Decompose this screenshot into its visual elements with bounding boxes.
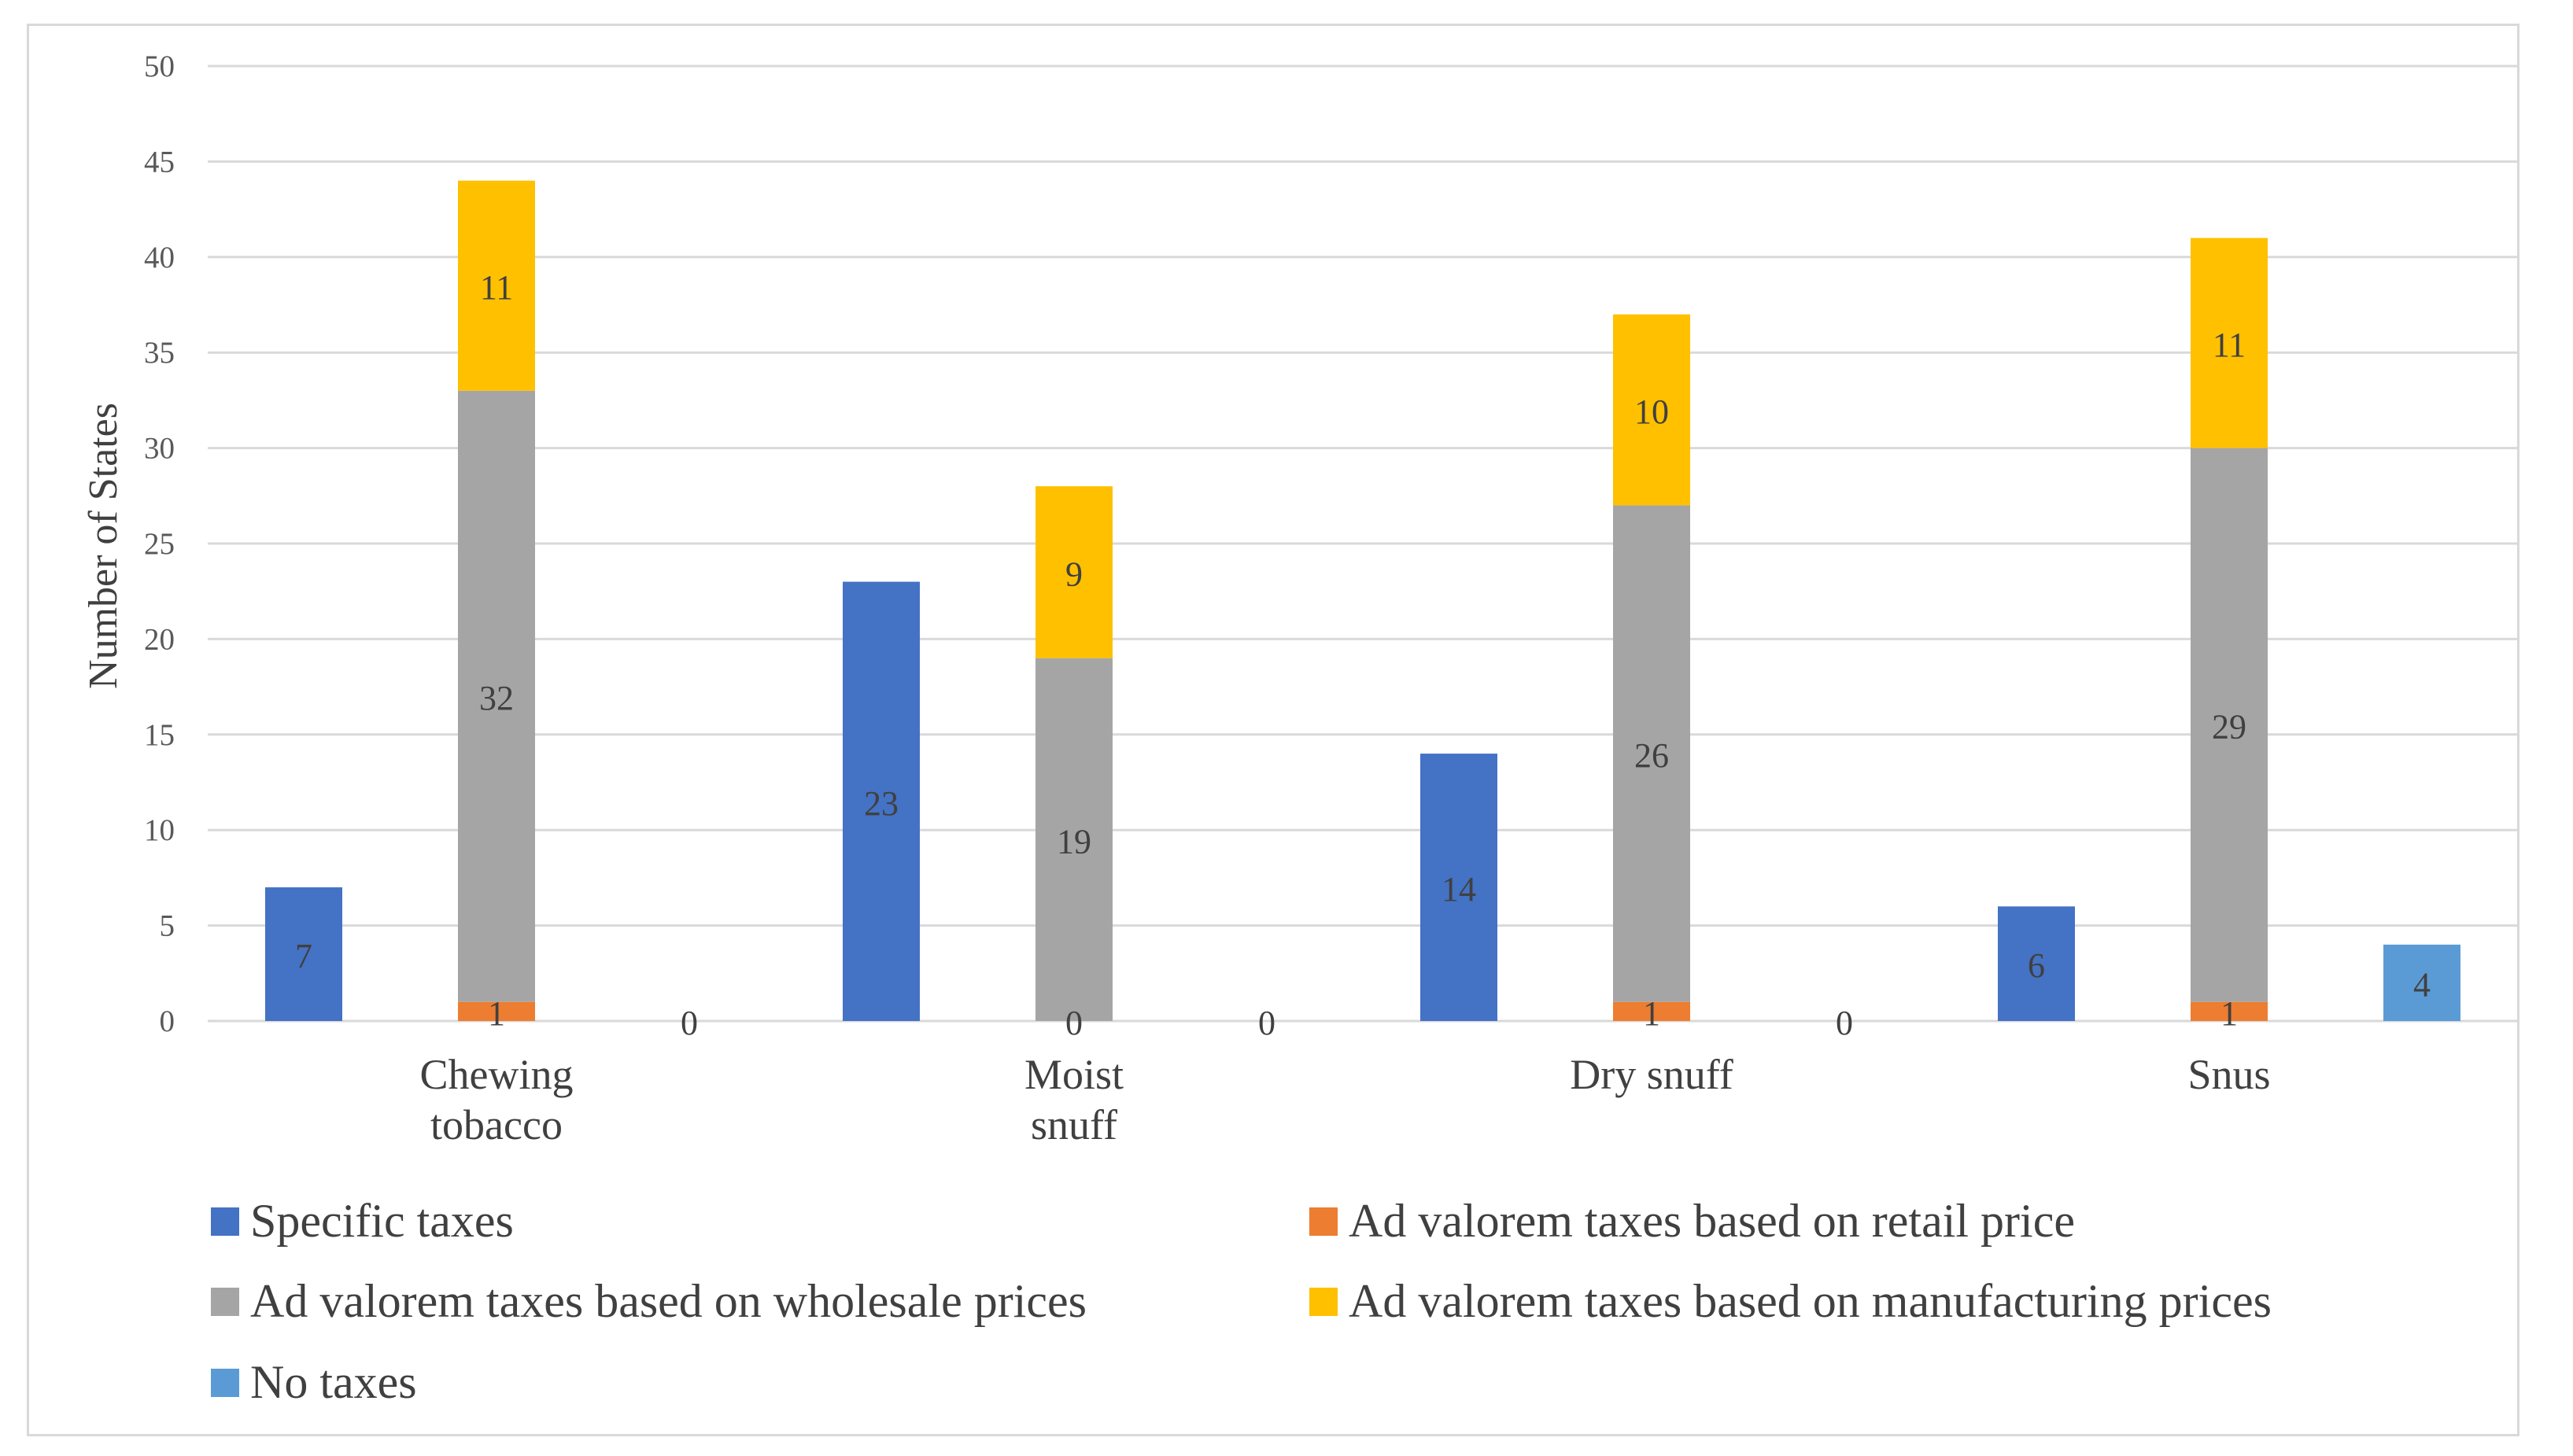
data-label-wholesale: 32 bbox=[479, 679, 514, 717]
data-label-retail: 1 bbox=[2220, 994, 2238, 1033]
x-tick-label: Snus bbox=[2187, 1051, 2270, 1098]
y-tick-label: 50 bbox=[144, 50, 175, 83]
bar-marks bbox=[265, 180, 2460, 1021]
data-label-manufacturing: 10 bbox=[1634, 393, 1669, 431]
y-tick-label: 30 bbox=[144, 432, 175, 466]
data-label-retail: 0 bbox=[1065, 1004, 1083, 1042]
gridlines bbox=[208, 65, 2518, 1023]
x-tick-label: Chewing bbox=[420, 1051, 574, 1098]
data-label-retail: 1 bbox=[1643, 994, 1660, 1033]
data-label-wholesale: 29 bbox=[2212, 708, 2246, 746]
data-label-specific: 7 bbox=[295, 937, 312, 975]
y-axis-tick-labels: 0 5 10 15 20 25 30 35 40 45 50 bbox=[144, 50, 175, 1038]
x-tick-label: Moist bbox=[1024, 1051, 1124, 1098]
x-tick-label: snuff bbox=[1031, 1101, 1117, 1148]
y-tick-label: 10 bbox=[144, 813, 175, 847]
bar-manufacturing bbox=[458, 180, 535, 391]
bar-specific bbox=[843, 581, 920, 1021]
bar-specific bbox=[1998, 906, 2075, 1021]
data-label-none: 0 bbox=[1258, 1004, 1275, 1042]
chart-frame bbox=[27, 24, 2519, 1436]
data-label-specific: 14 bbox=[1442, 870, 1476, 909]
y-tick-label: 15 bbox=[144, 718, 175, 752]
x-tick-label: Dry snuff bbox=[1570, 1051, 1733, 1098]
data-label-retail: 1 bbox=[488, 994, 505, 1033]
data-label-none: 0 bbox=[1836, 1004, 1853, 1042]
data-labels: 7 1 32 11 0 23 0 19 9 0 14 1 26 10 0 6 1 29 11 4 bbox=[295, 268, 2431, 1042]
y-axis-title: Number of States bbox=[81, 403, 126, 689]
bar-manufacturing bbox=[2191, 238, 2268, 448]
bar-retail bbox=[2191, 1001, 2268, 1021]
y-tick-label: 45 bbox=[144, 145, 175, 179]
bar-manufacturing bbox=[1035, 486, 1113, 658]
x-tick-label: tobacco bbox=[430, 1101, 563, 1148]
data-label-specific: 23 bbox=[864, 784, 899, 823]
bar-specific bbox=[265, 887, 342, 1021]
data-label-none: 4 bbox=[2413, 965, 2431, 1004]
bar-none bbox=[2383, 944, 2460, 1021]
data-label-manufacturing: 11 bbox=[480, 268, 513, 307]
bar-retail bbox=[458, 1001, 535, 1021]
y-tick-label: 5 bbox=[160, 909, 175, 943]
y-tick-label: 40 bbox=[144, 241, 175, 275]
data-label-none: 0 bbox=[681, 1004, 698, 1042]
bar-specific bbox=[1420, 754, 1497, 1021]
bar-retail bbox=[1613, 1001, 1690, 1021]
y-tick-label: 0 bbox=[160, 1004, 175, 1038]
bar-wholesale bbox=[2191, 448, 2268, 1002]
data-label-wholesale: 26 bbox=[1634, 736, 1669, 775]
bar-manufacturing bbox=[1613, 314, 1690, 506]
y-tick-label: 35 bbox=[144, 336, 175, 370]
bar-wholesale bbox=[1035, 658, 1113, 1021]
data-label-wholesale: 19 bbox=[1057, 822, 1091, 861]
bar-wholesale bbox=[458, 390, 535, 1002]
y-tick-label: 20 bbox=[144, 622, 175, 656]
data-label-manufacturing: 9 bbox=[1065, 555, 1083, 593]
data-label-manufacturing: 11 bbox=[2213, 326, 2246, 364]
y-tick-label: 25 bbox=[144, 527, 175, 561]
bar-wholesale bbox=[1613, 505, 1690, 1002]
data-label-specific: 6 bbox=[2028, 946, 2045, 985]
